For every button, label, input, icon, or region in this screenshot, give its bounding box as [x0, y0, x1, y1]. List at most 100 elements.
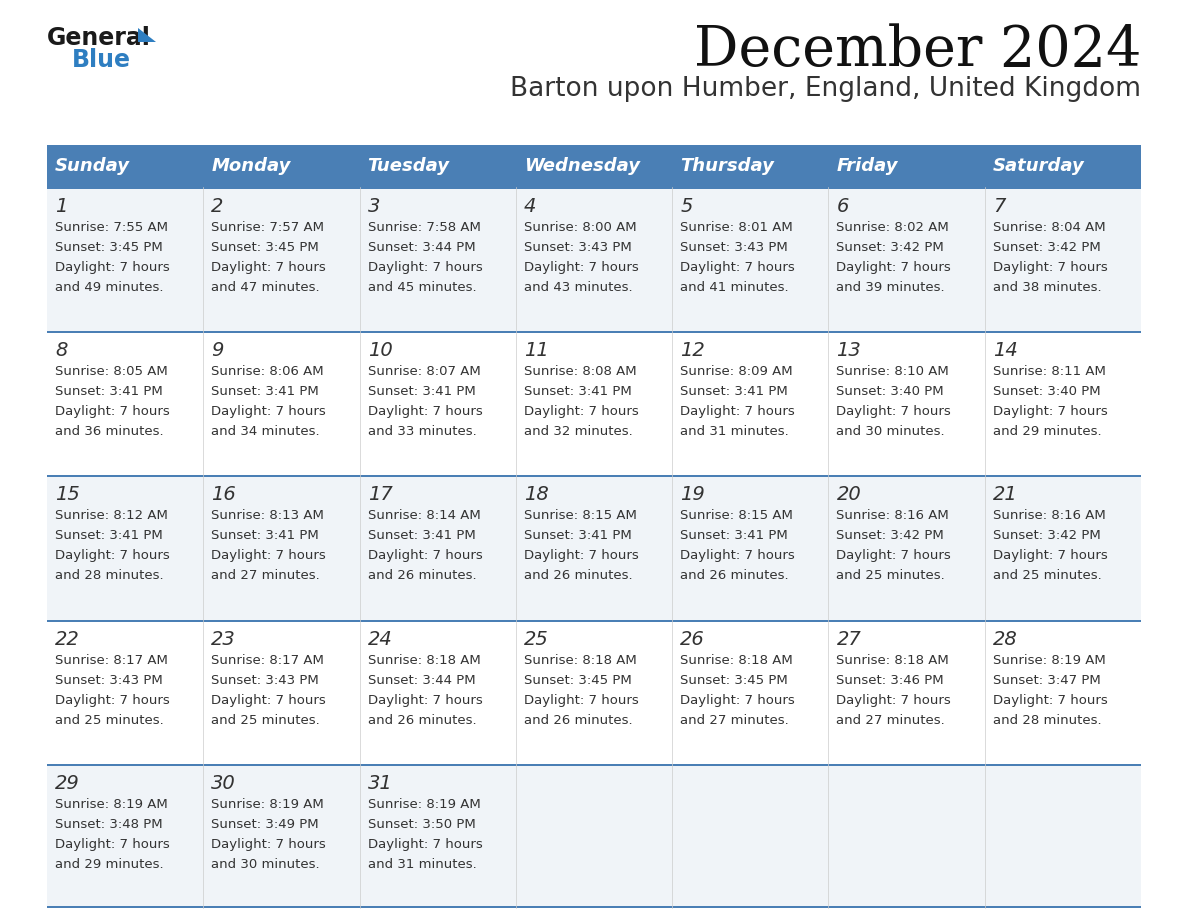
Bar — [516, 477, 672, 620]
Bar — [516, 189, 672, 331]
Bar — [985, 766, 1140, 908]
Text: 23: 23 — [211, 630, 236, 649]
Text: and 34 minutes.: and 34 minutes. — [211, 425, 320, 438]
Text: 21: 21 — [993, 486, 1017, 504]
Text: 1: 1 — [55, 197, 68, 216]
Text: and 25 minutes.: and 25 minutes. — [993, 569, 1101, 582]
Bar — [828, 333, 985, 476]
Text: Daylight: 7 hours: Daylight: 7 hours — [524, 261, 639, 274]
Text: 18: 18 — [524, 486, 549, 504]
Text: 6: 6 — [836, 197, 848, 216]
Text: Sunrise: 8:01 AM: Sunrise: 8:01 AM — [681, 221, 792, 234]
Bar — [360, 766, 516, 908]
Text: Sunrise: 8:06 AM: Sunrise: 8:06 AM — [211, 365, 324, 378]
Text: Daylight: 7 hours: Daylight: 7 hours — [55, 838, 170, 851]
Text: 30: 30 — [211, 774, 236, 793]
Text: Sunset: 3:46 PM: Sunset: 3:46 PM — [836, 674, 944, 687]
Text: Sunset: 3:41 PM: Sunset: 3:41 PM — [681, 386, 788, 398]
Text: Blue: Blue — [72, 48, 131, 72]
Text: and 25 minutes.: and 25 minutes. — [55, 713, 164, 727]
Text: Sunrise: 7:57 AM: Sunrise: 7:57 AM — [211, 221, 324, 234]
Text: 13: 13 — [836, 341, 861, 360]
Text: and 28 minutes.: and 28 minutes. — [993, 713, 1101, 727]
Text: and 27 minutes.: and 27 minutes. — [836, 713, 946, 727]
Text: and 25 minutes.: and 25 minutes. — [211, 713, 320, 727]
Text: Monday: Monday — [211, 157, 291, 175]
Bar — [516, 766, 672, 908]
Bar — [516, 621, 672, 764]
Text: Sunset: 3:42 PM: Sunset: 3:42 PM — [836, 241, 944, 254]
Text: 27: 27 — [836, 630, 861, 649]
Text: Sunrise: 8:13 AM: Sunrise: 8:13 AM — [211, 509, 324, 522]
Text: Sunrise: 8:00 AM: Sunrise: 8:00 AM — [524, 221, 637, 234]
Text: 19: 19 — [681, 486, 704, 504]
Text: and 36 minutes.: and 36 minutes. — [55, 425, 164, 438]
Text: 22: 22 — [55, 630, 80, 649]
Text: Sunrise: 8:16 AM: Sunrise: 8:16 AM — [836, 509, 949, 522]
Text: Sunrise: 8:18 AM: Sunrise: 8:18 AM — [367, 654, 480, 666]
Text: 20: 20 — [836, 486, 861, 504]
Bar — [48, 331, 1140, 333]
Bar — [985, 189, 1140, 331]
Text: Sunrise: 8:18 AM: Sunrise: 8:18 AM — [681, 654, 792, 666]
Text: 26: 26 — [681, 630, 704, 649]
Text: and 41 minutes.: and 41 minutes. — [681, 281, 789, 294]
Text: Sunset: 3:43 PM: Sunset: 3:43 PM — [681, 241, 788, 254]
Bar — [203, 477, 360, 620]
Text: and 26 minutes.: and 26 minutes. — [524, 569, 632, 582]
Text: Daylight: 7 hours: Daylight: 7 hours — [55, 405, 170, 419]
Text: and 27 minutes.: and 27 minutes. — [211, 569, 320, 582]
Text: Daylight: 7 hours: Daylight: 7 hours — [681, 405, 795, 419]
Text: Daylight: 7 hours: Daylight: 7 hours — [55, 261, 170, 274]
Text: Daylight: 7 hours: Daylight: 7 hours — [211, 838, 326, 851]
Text: 25: 25 — [524, 630, 549, 649]
Bar — [360, 189, 516, 331]
Text: Daylight: 7 hours: Daylight: 7 hours — [524, 694, 639, 707]
Text: Sunset: 3:50 PM: Sunset: 3:50 PM — [367, 818, 475, 831]
Text: Sunset: 3:41 PM: Sunset: 3:41 PM — [211, 386, 320, 398]
Text: Sunrise: 8:16 AM: Sunrise: 8:16 AM — [993, 509, 1106, 522]
Text: Daylight: 7 hours: Daylight: 7 hours — [836, 694, 952, 707]
Text: Sunrise: 8:09 AM: Sunrise: 8:09 AM — [681, 365, 792, 378]
Text: Sunset: 3:44 PM: Sunset: 3:44 PM — [367, 674, 475, 687]
Text: Daylight: 7 hours: Daylight: 7 hours — [211, 405, 326, 419]
Text: Sunset: 3:40 PM: Sunset: 3:40 PM — [993, 386, 1100, 398]
Text: 12: 12 — [681, 341, 704, 360]
Bar — [360, 333, 516, 476]
Text: Daylight: 7 hours: Daylight: 7 hours — [993, 261, 1107, 274]
Bar — [203, 621, 360, 764]
Bar — [48, 766, 203, 908]
Text: and 26 minutes.: and 26 minutes. — [681, 569, 789, 582]
Text: Daylight: 7 hours: Daylight: 7 hours — [211, 694, 326, 707]
Text: Sunset: 3:45 PM: Sunset: 3:45 PM — [681, 674, 788, 687]
Text: and 32 minutes.: and 32 minutes. — [524, 425, 632, 438]
Bar — [360, 145, 516, 187]
Text: Sunset: 3:43 PM: Sunset: 3:43 PM — [55, 674, 163, 687]
Text: and 30 minutes.: and 30 minutes. — [836, 425, 944, 438]
Polygon shape — [138, 28, 156, 42]
Text: and 39 minutes.: and 39 minutes. — [836, 281, 944, 294]
Text: 15: 15 — [55, 486, 80, 504]
Text: 3: 3 — [367, 197, 380, 216]
Text: Sunset: 3:40 PM: Sunset: 3:40 PM — [836, 386, 944, 398]
Bar — [985, 145, 1140, 187]
Bar — [828, 477, 985, 620]
Text: and 38 minutes.: and 38 minutes. — [993, 281, 1101, 294]
Bar — [672, 477, 828, 620]
Bar — [48, 621, 203, 764]
Text: Sunset: 3:45 PM: Sunset: 3:45 PM — [211, 241, 320, 254]
Text: 10: 10 — [367, 341, 392, 360]
Bar — [672, 189, 828, 331]
Text: Sunset: 3:41 PM: Sunset: 3:41 PM — [524, 386, 632, 398]
Bar — [672, 145, 828, 187]
Text: Saturday: Saturday — [993, 157, 1085, 175]
Text: Sunset: 3:48 PM: Sunset: 3:48 PM — [55, 818, 163, 831]
Bar — [48, 906, 1140, 908]
Bar — [48, 620, 1140, 621]
Bar — [828, 189, 985, 331]
Text: Sunday: Sunday — [55, 157, 129, 175]
Bar — [672, 333, 828, 476]
Text: Sunrise: 8:15 AM: Sunrise: 8:15 AM — [524, 509, 637, 522]
Text: Daylight: 7 hours: Daylight: 7 hours — [55, 694, 170, 707]
Text: 8: 8 — [55, 341, 68, 360]
